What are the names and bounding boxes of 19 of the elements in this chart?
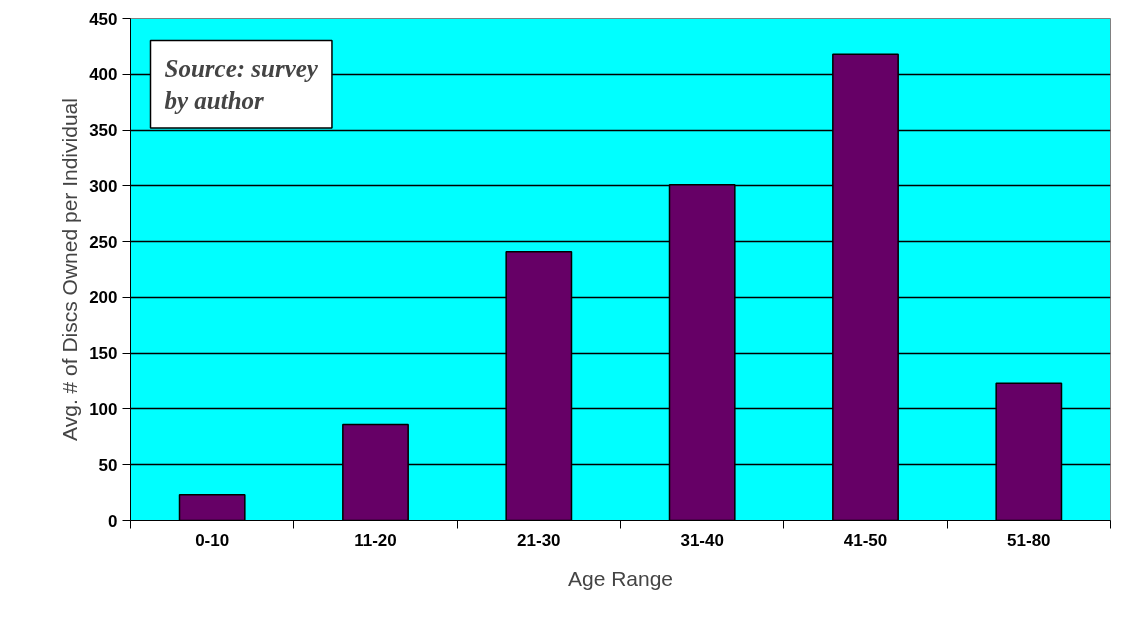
y-tick-label: 200 xyxy=(89,288,118,308)
x-tick-label: 0-10 xyxy=(195,530,230,550)
x-tick-label: 41-50 xyxy=(843,530,888,550)
x-tick-label: 11-20 xyxy=(354,530,397,550)
x-tick-label: 21-30 xyxy=(517,530,561,550)
y-tick-label: 0 xyxy=(108,511,118,531)
y-tick-label: 250 xyxy=(89,232,118,252)
y-tick-label: 300 xyxy=(89,176,118,196)
y-tick-label: 350 xyxy=(89,121,118,141)
annotation: Source: survey by author xyxy=(164,54,319,114)
y-axis-title: Avg. # of Discs Owned per Individual xyxy=(58,98,82,441)
y-tick-label: 150 xyxy=(89,344,118,364)
x-tick-label: 51-80 xyxy=(1007,530,1051,550)
y-tick-label: 400 xyxy=(89,65,118,85)
y-tick-label: 50 xyxy=(98,455,118,475)
x-axis-title: Age Range xyxy=(567,566,674,590)
y-tick-label: 100 xyxy=(89,399,118,419)
x-tick-label: 31-40 xyxy=(680,530,724,550)
y-tick-label: 450 xyxy=(89,9,118,29)
